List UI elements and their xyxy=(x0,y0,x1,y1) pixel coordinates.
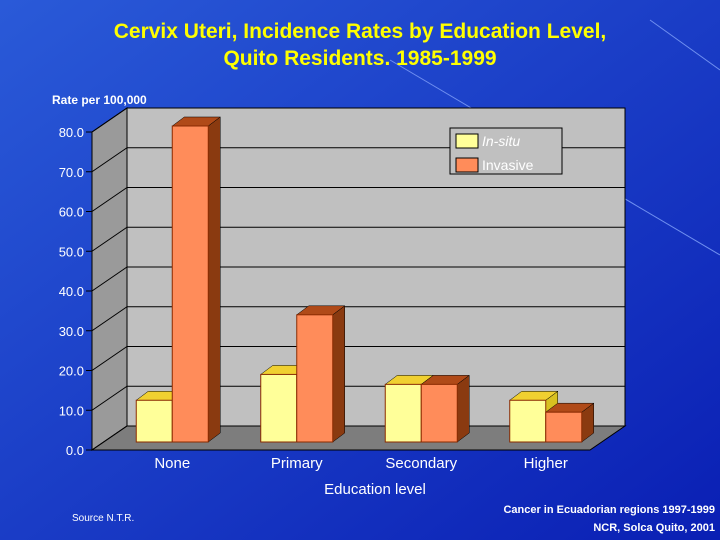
bar-invasive xyxy=(171,125,209,443)
slide-title: Cervix Uteri, Incidence Rates by Educati… xyxy=(20,18,700,72)
y-axis-title: Rate per 100,000 xyxy=(52,93,147,107)
bar-insitu xyxy=(135,399,173,443)
decor-line-2 xyxy=(649,19,720,71)
bar-invasive xyxy=(420,383,458,443)
y-tick-label: 80.0 xyxy=(59,125,84,140)
x-axis-title: Education level xyxy=(324,481,426,498)
title-line-1: Cervix Uteri, Incidence Rates by Educati… xyxy=(113,20,607,43)
y-tick-label: 60.0 xyxy=(59,205,84,220)
grid-line-side xyxy=(91,425,128,451)
bar-insitu xyxy=(260,373,298,443)
grid-line-side xyxy=(91,266,128,292)
grid-line-side xyxy=(91,226,128,252)
x-tick-label: None xyxy=(154,455,190,472)
grid-line-side xyxy=(91,147,128,173)
x-tick-label: Primary xyxy=(271,455,323,472)
legend-label: In-situ xyxy=(482,133,520,149)
bar-side xyxy=(208,116,221,443)
bar-side xyxy=(457,374,470,443)
y-tick-label: 70.0 xyxy=(59,165,84,180)
credit-line-1: Cancer in Ecuadorian regions 1997-1999 xyxy=(503,504,715,516)
y-tick-label: 10.0 xyxy=(59,403,84,418)
grid-line-side xyxy=(91,385,128,411)
legend-swatch xyxy=(455,133,479,149)
grid-line-side xyxy=(91,306,128,332)
y-tick-label: 30.0 xyxy=(59,324,84,339)
bar-insitu xyxy=(509,399,547,443)
y-tick-label: 0.0 xyxy=(66,443,84,458)
bar-side xyxy=(332,305,345,443)
bar-insitu xyxy=(384,383,422,443)
y-tick-label: 20.0 xyxy=(59,364,84,379)
credit-line-2: NCR, Solca Quito, 2001 xyxy=(593,522,715,534)
grid-line-side xyxy=(91,346,128,371)
bar-invasive xyxy=(545,411,583,443)
bar-invasive xyxy=(296,314,334,443)
source-note: Source N.T.R. xyxy=(72,513,135,524)
credit-note: Cancer in Ecuadorian regions 1997-1999 N… xyxy=(440,501,715,537)
y-tick-label: 40.0 xyxy=(59,284,84,299)
legend-swatch xyxy=(455,157,479,173)
legend-label: Invasive xyxy=(482,157,534,173)
grid-line-side xyxy=(91,187,128,212)
x-tick-label: Secondary xyxy=(385,455,457,472)
grid-line-side xyxy=(91,107,128,133)
x-tick-label: Higher xyxy=(524,455,568,472)
y-tick-label: 50.0 xyxy=(59,244,84,259)
title-line-2: Quito Residents. 1985-1999 xyxy=(223,47,497,70)
